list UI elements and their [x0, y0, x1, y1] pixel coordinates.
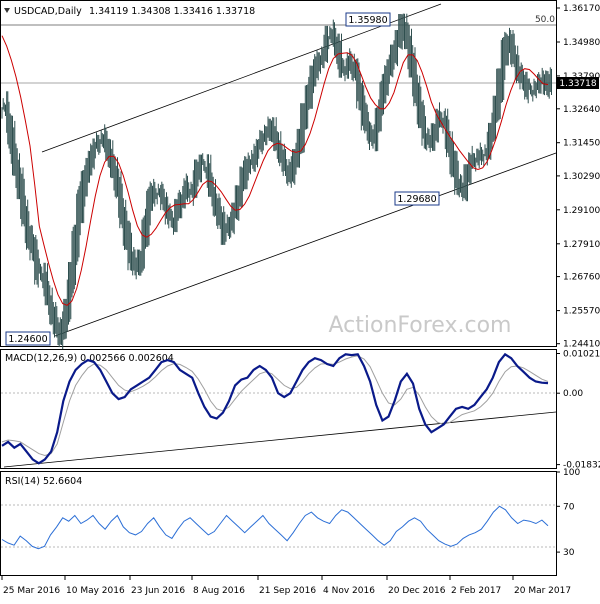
mid-annotation-box	[394, 191, 440, 206]
price-axis-label: 1.30290	[563, 172, 600, 182]
rsi-axis-label: 70	[563, 502, 575, 512]
macd-trendline	[3, 411, 557, 468]
high-annotation: 1.35980	[348, 15, 387, 26]
date-axis-label: 20 Dec 2016	[388, 586, 446, 596]
price-axis-label: 1.36170	[563, 4, 600, 14]
rsi-axis-label: 30	[563, 548, 575, 558]
date-axis-label: 20 Mar 2017	[514, 586, 571, 596]
price-axis-label: 1.27910	[563, 240, 600, 250]
price-axis-label: 1.31450	[563, 139, 600, 149]
price-bars	[1, 13, 552, 350]
main-header: USDCAD,Daily 1.34119 1.34308 1.33416 1.3…	[4, 6, 255, 17]
macd-panel-frame	[0, 349, 557, 469]
rsi-title: RSI(14) 52.6604	[5, 476, 82, 487]
date-axis: 25 Mar 2016 10 May 2016 23 Jun 2016 8 Aug 2…	[1, 576, 571, 596]
rsi-line	[1, 505, 549, 550]
channel-lower-line	[54, 152, 557, 337]
high-annotation-box	[345, 12, 391, 27]
mid-annotation: 1.29680	[397, 194, 436, 205]
ohlc-readout: 1.34119 1.34308 1.33416 1.33718	[89, 6, 255, 17]
date-axis-label: 21 Sep 2016	[259, 586, 316, 596]
price-axis-label: 1.26760	[563, 273, 600, 283]
date-axis-label: 8 Aug 2016	[193, 586, 245, 596]
macd-axis-label: -0.01832	[563, 461, 600, 471]
fib-50-label: 50.0	[535, 15, 555, 25]
collapse-triangle-icon	[4, 8, 10, 13]
rsi-axis-label: 100	[563, 468, 580, 478]
rsi-panel-frame	[0, 471, 557, 576]
price-axis-label: 1.29100	[563, 206, 600, 216]
price-axis-label: 1.24410	[563, 340, 600, 350]
macd-axis: 0.01021 0.00 -0.01832	[556, 350, 600, 471]
price-axis-label: 1.25570	[563, 307, 600, 317]
rsi-axis: 100 70 30	[556, 468, 580, 558]
macd-line	[1, 352, 549, 465]
date-axis-label: 10 May 2016	[66, 586, 125, 596]
date-axis-label: 23 Jun 2016	[131, 586, 185, 596]
price-axis: 1.36170 1.34980 1.33790 1.32640 1.31450 1.302…	[556, 4, 600, 350]
date-axis-label: 25 Mar 2016	[3, 586, 60, 596]
macd-signal-line	[1, 355, 549, 457]
price-axis-label: 1.34980	[563, 38, 600, 48]
macd-axis-label: 0.01021	[563, 350, 600, 360]
macd-title: MACD(12,26,9) 0.002566 0.002604	[5, 353, 174, 364]
watermark: ActionForex.com	[329, 313, 512, 338]
macd-axis-label: 0.00	[563, 389, 583, 399]
moving-average-line	[1, 35, 549, 306]
low-annotation: 1.24600	[8, 334, 47, 345]
price-axis-label: 1.33790	[563, 72, 600, 82]
date-axis-label: 4 Nov 2016	[323, 586, 375, 596]
last-price-box	[557, 77, 599, 89]
channel-upper-line	[41, 3, 442, 153]
main-panel-frame	[0, 0, 557, 347]
symbol-title: USDCAD,Daily	[14, 6, 82, 17]
price-axis-label: 1.32640	[563, 105, 600, 115]
low-annotation-box	[5, 331, 51, 346]
last-price-label: 1.33718	[559, 79, 596, 89]
date-axis-label: 2 Feb 2017	[451, 586, 501, 596]
